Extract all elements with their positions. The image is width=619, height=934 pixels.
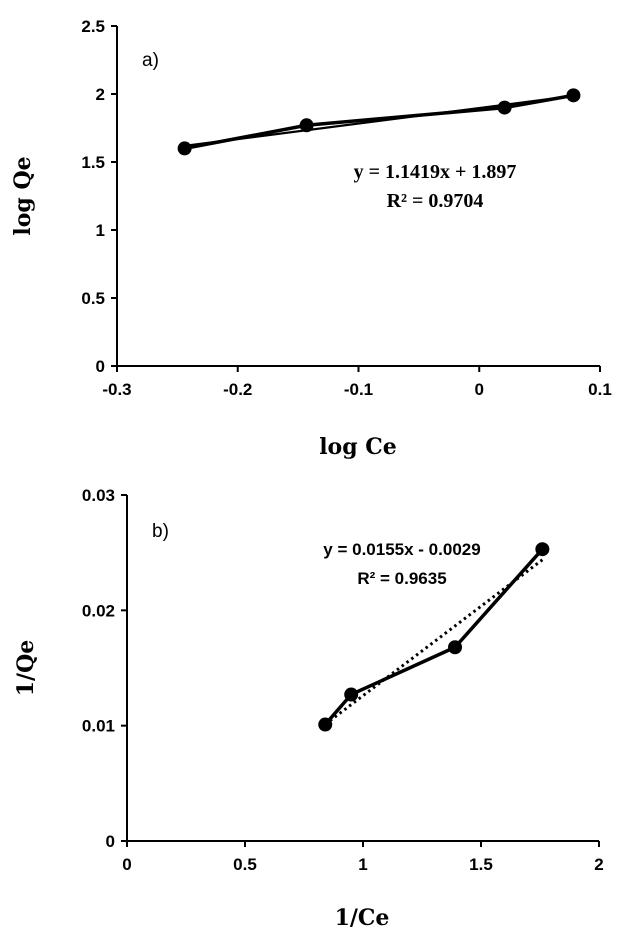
x-tick-label: -0.2	[223, 380, 252, 399]
data-point	[177, 141, 192, 156]
data-point	[535, 542, 550, 557]
y-tick-label: 2	[96, 85, 105, 104]
x-tick-label: 1	[358, 855, 367, 874]
panel-label: a)	[142, 50, 159, 71]
x-tick-label: 0.1	[588, 380, 612, 399]
series-line	[184, 93, 574, 151]
y-tick-label: 1	[96, 221, 105, 240]
x-axis-label: log Ce	[319, 434, 397, 460]
x-tick-label: -0.1	[344, 380, 373, 399]
y-axis-label: log Qe	[10, 156, 36, 235]
series-line	[323, 548, 544, 726]
y-tick-label: 0	[106, 832, 115, 851]
data-point	[448, 640, 463, 655]
data-point	[497, 100, 512, 115]
y-tick-label: 0.5	[81, 289, 105, 308]
data-point	[318, 717, 333, 732]
y-axis-label: 1/Qe	[13, 640, 39, 697]
y-tick-label: 0.02	[82, 601, 115, 620]
x-tick-label: 2	[594, 855, 603, 874]
x-tick-label: 0	[475, 380, 484, 399]
y-tick-label: 1.5	[81, 153, 105, 172]
y-tick-label: 2.5	[81, 17, 105, 36]
y-tick-label: 0.03	[82, 486, 115, 505]
panel-label: b)	[152, 521, 169, 542]
x-tick-label: 0	[122, 855, 131, 874]
trendline-equation: y = 0.0155x - 0.0029	[323, 540, 480, 559]
x-tick-label: 0.5	[233, 855, 257, 874]
data-point	[344, 687, 359, 702]
data-point	[299, 118, 314, 133]
x-tick-label: 1.5	[469, 855, 493, 874]
y-tick-label: 0.01	[82, 717, 115, 736]
chart-panel-b: b) y = 0.0155x - 0.0029 R² = 0.9635 1/Ce…	[13, 486, 604, 931]
x-axis-label: 1/Ce	[335, 905, 390, 931]
trendline-equation: y = 1.1419x + 1.897	[354, 161, 517, 183]
y-tick-label: 0	[96, 357, 105, 376]
chart-panel-a: a) y = 1.1419x + 1.897 R² = 0.9704 log C…	[10, 17, 612, 460]
r-squared-label: R² = 0.9704	[387, 190, 484, 212]
r-squared-label: R² = 0.9635	[357, 569, 446, 588]
x-tick-label: -0.3	[102, 380, 131, 399]
data-point	[566, 88, 581, 103]
